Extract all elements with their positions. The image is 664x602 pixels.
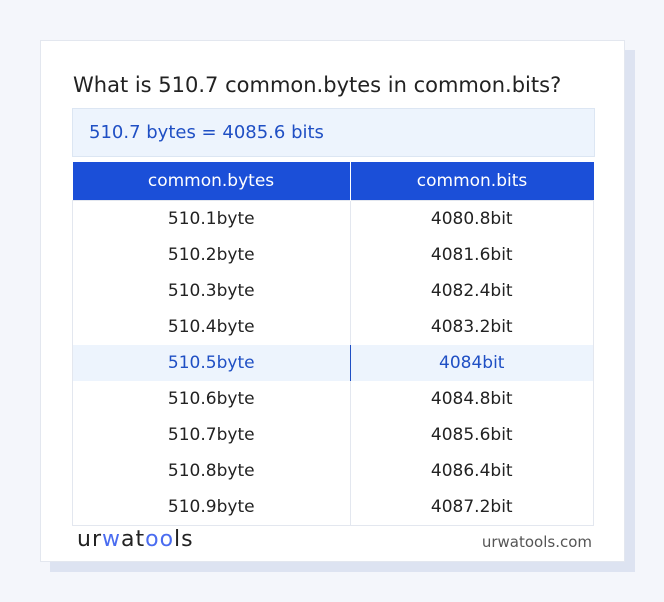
bytes-cell: 510.5byte — [72, 345, 351, 381]
table-row: 510.6byte 4084.8bit — [72, 381, 594, 417]
bytes-cell: 510.8byte — [72, 453, 351, 489]
bits-cell: 4084.8bit — [430, 389, 513, 409]
bits-cell: 4087.2bit — [430, 497, 513, 517]
table-row: 510.3byte 4082.4bit — [72, 273, 594, 309]
conversion-result: 510.7 bytes = 4085.6 bits — [72, 108, 595, 157]
table-row: 510.7byte 4085.6bit — [72, 417, 594, 453]
bits-cell: 4082.4bit — [430, 281, 513, 301]
site-link[interactable]: urwatools.com — [481, 533, 592, 551]
table-row: 510.8byte 4086.4bit — [72, 453, 594, 489]
bytes-cell: 510.9byte — [72, 489, 351, 526]
bits-cell: 4085.6bit — [430, 425, 513, 445]
column-header-bytes: common.bytes — [72, 162, 351, 201]
bits-cell: 4086.4bit — [430, 461, 513, 481]
table-row: 510.1byte 4080.8bit — [72, 200, 594, 237]
table-row: 510.5byte 4084bit — [72, 345, 594, 381]
column-header-bits: common.bits — [350, 162, 594, 201]
page-title: What is 510.7 common.bytes in common.bit… — [73, 73, 562, 97]
bits-cell: 4084bit — [350, 345, 594, 381]
bits-cell: 4083.2bit — [430, 317, 513, 337]
conversion-table: common.bytes common.bits 510.1byte 4080.8… — [72, 162, 594, 526]
bytes-cell: 510.6byte — [72, 381, 351, 417]
table-row: 510.4byte 4083.2bit — [72, 309, 594, 345]
bytes-cell: 510.1byte — [72, 200, 351, 237]
bits-cell: 4080.8bit — [430, 209, 513, 229]
table-row: 510.9byte 4087.2bit — [72, 489, 594, 526]
bytes-cell: 510.3byte — [72, 273, 351, 309]
bytes-cell: 510.7byte — [72, 417, 351, 453]
table-row: 510.2byte 4081.6bit — [72, 237, 594, 273]
bytes-cell: 510.2byte — [72, 237, 351, 273]
urwatools-logo[interactable]: urwatools — [77, 527, 194, 552]
bytes-cell: 510.4byte — [72, 309, 351, 345]
converter-card: What is 510.7 common.bytes in common.bit… — [40, 40, 625, 562]
bits-cell: 4081.6bit — [430, 245, 513, 265]
